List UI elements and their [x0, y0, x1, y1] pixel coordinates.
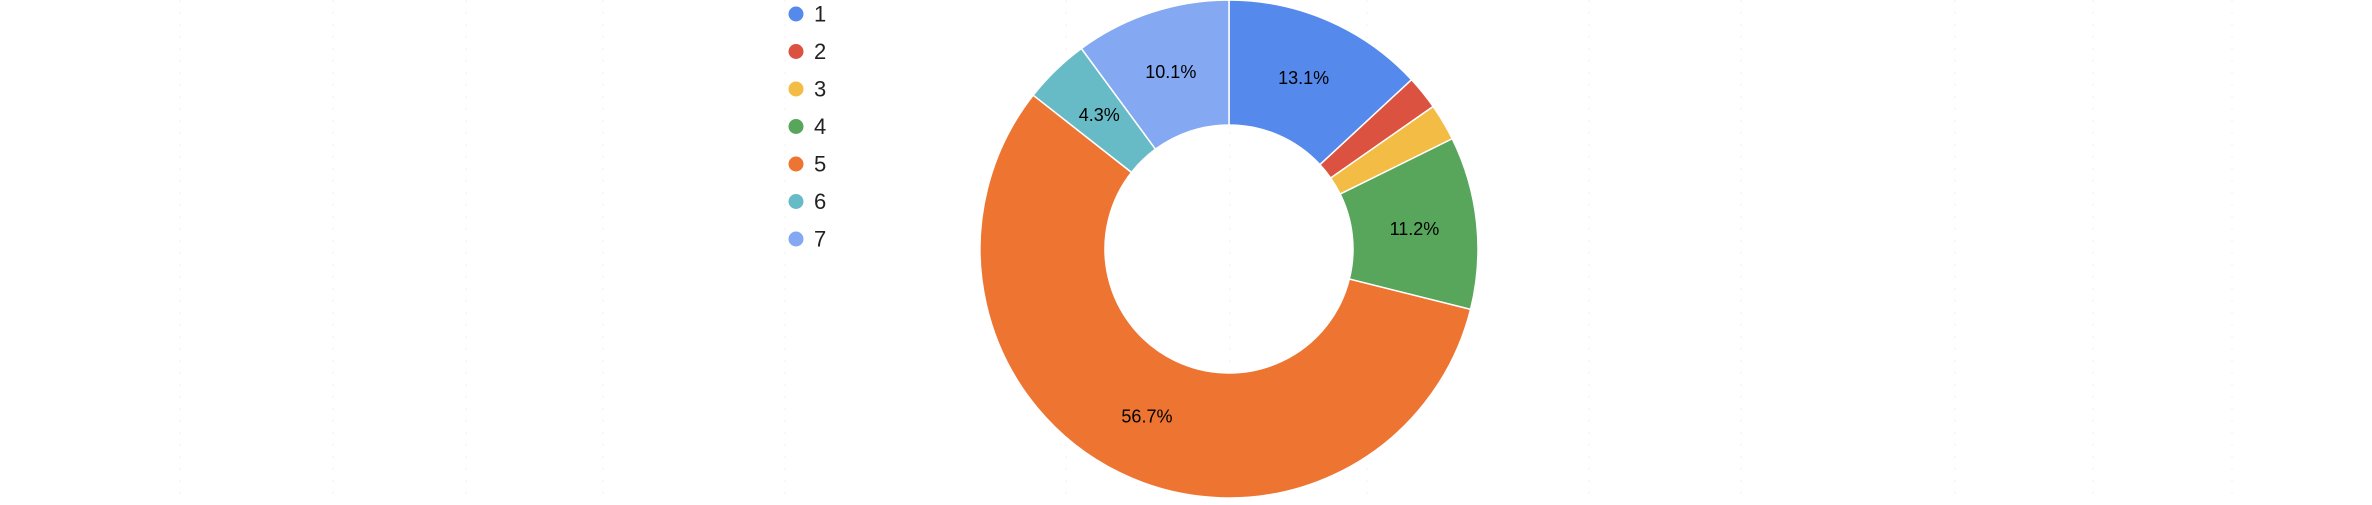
legend-label-2: 2 — [814, 39, 826, 64]
legend-swatch-7 — [788, 231, 804, 247]
legend-item-7[interactable]: 7 — [788, 227, 827, 252]
slice-label-7: 10.1% — [1145, 62, 1196, 82]
legend-swatch-2 — [788, 44, 804, 59]
legend-item-1[interactable]: 1 — [788, 2, 827, 27]
pie-slice-7[interactable] — [1080, 0, 1230, 151]
legend-item-6[interactable]: 6 — [788, 189, 827, 214]
legend-swatch-5 — [788, 156, 804, 172]
legend-label-6: 6 — [814, 189, 826, 214]
legend-label-4: 4 — [814, 114, 826, 139]
legend-label-3: 3 — [814, 77, 826, 102]
pie-slice-5[interactable] — [979, 94, 1472, 499]
pie-slice-1[interactable] — [1228, 0, 1413, 166]
legend: 1 2 3 4 5 6 7 — [788, 2, 827, 252]
legend-swatch-1 — [788, 6, 804, 22]
slice-label-1: 13.1% — [1278, 68, 1329, 88]
legend-label-7: 7 — [814, 227, 826, 252]
legend-item-2[interactable]: 2 — [788, 39, 827, 64]
slice-label-5: 56.7% — [1121, 406, 1172, 426]
legend-item-3[interactable]: 3 — [788, 77, 827, 102]
legend-label-1: 1 — [814, 2, 826, 27]
legend-swatch-6 — [788, 194, 804, 209]
legend-swatch-4 — [788, 119, 804, 134]
pie-slices — [979, 0, 1479, 499]
slice-label-6: 4.3% — [1079, 105, 1120, 125]
slice-labels: 13.1% 11.2% 56.7% 4.3% 10.1% — [1079, 62, 1440, 427]
legend-label-5: 5 — [814, 152, 826, 177]
slice-label-4: 11.2% — [1390, 219, 1440, 239]
legend-item-5[interactable]: 5 — [788, 152, 827, 177]
legend-swatch-3 — [788, 81, 804, 97]
legend-item-4[interactable]: 4 — [788, 114, 827, 139]
